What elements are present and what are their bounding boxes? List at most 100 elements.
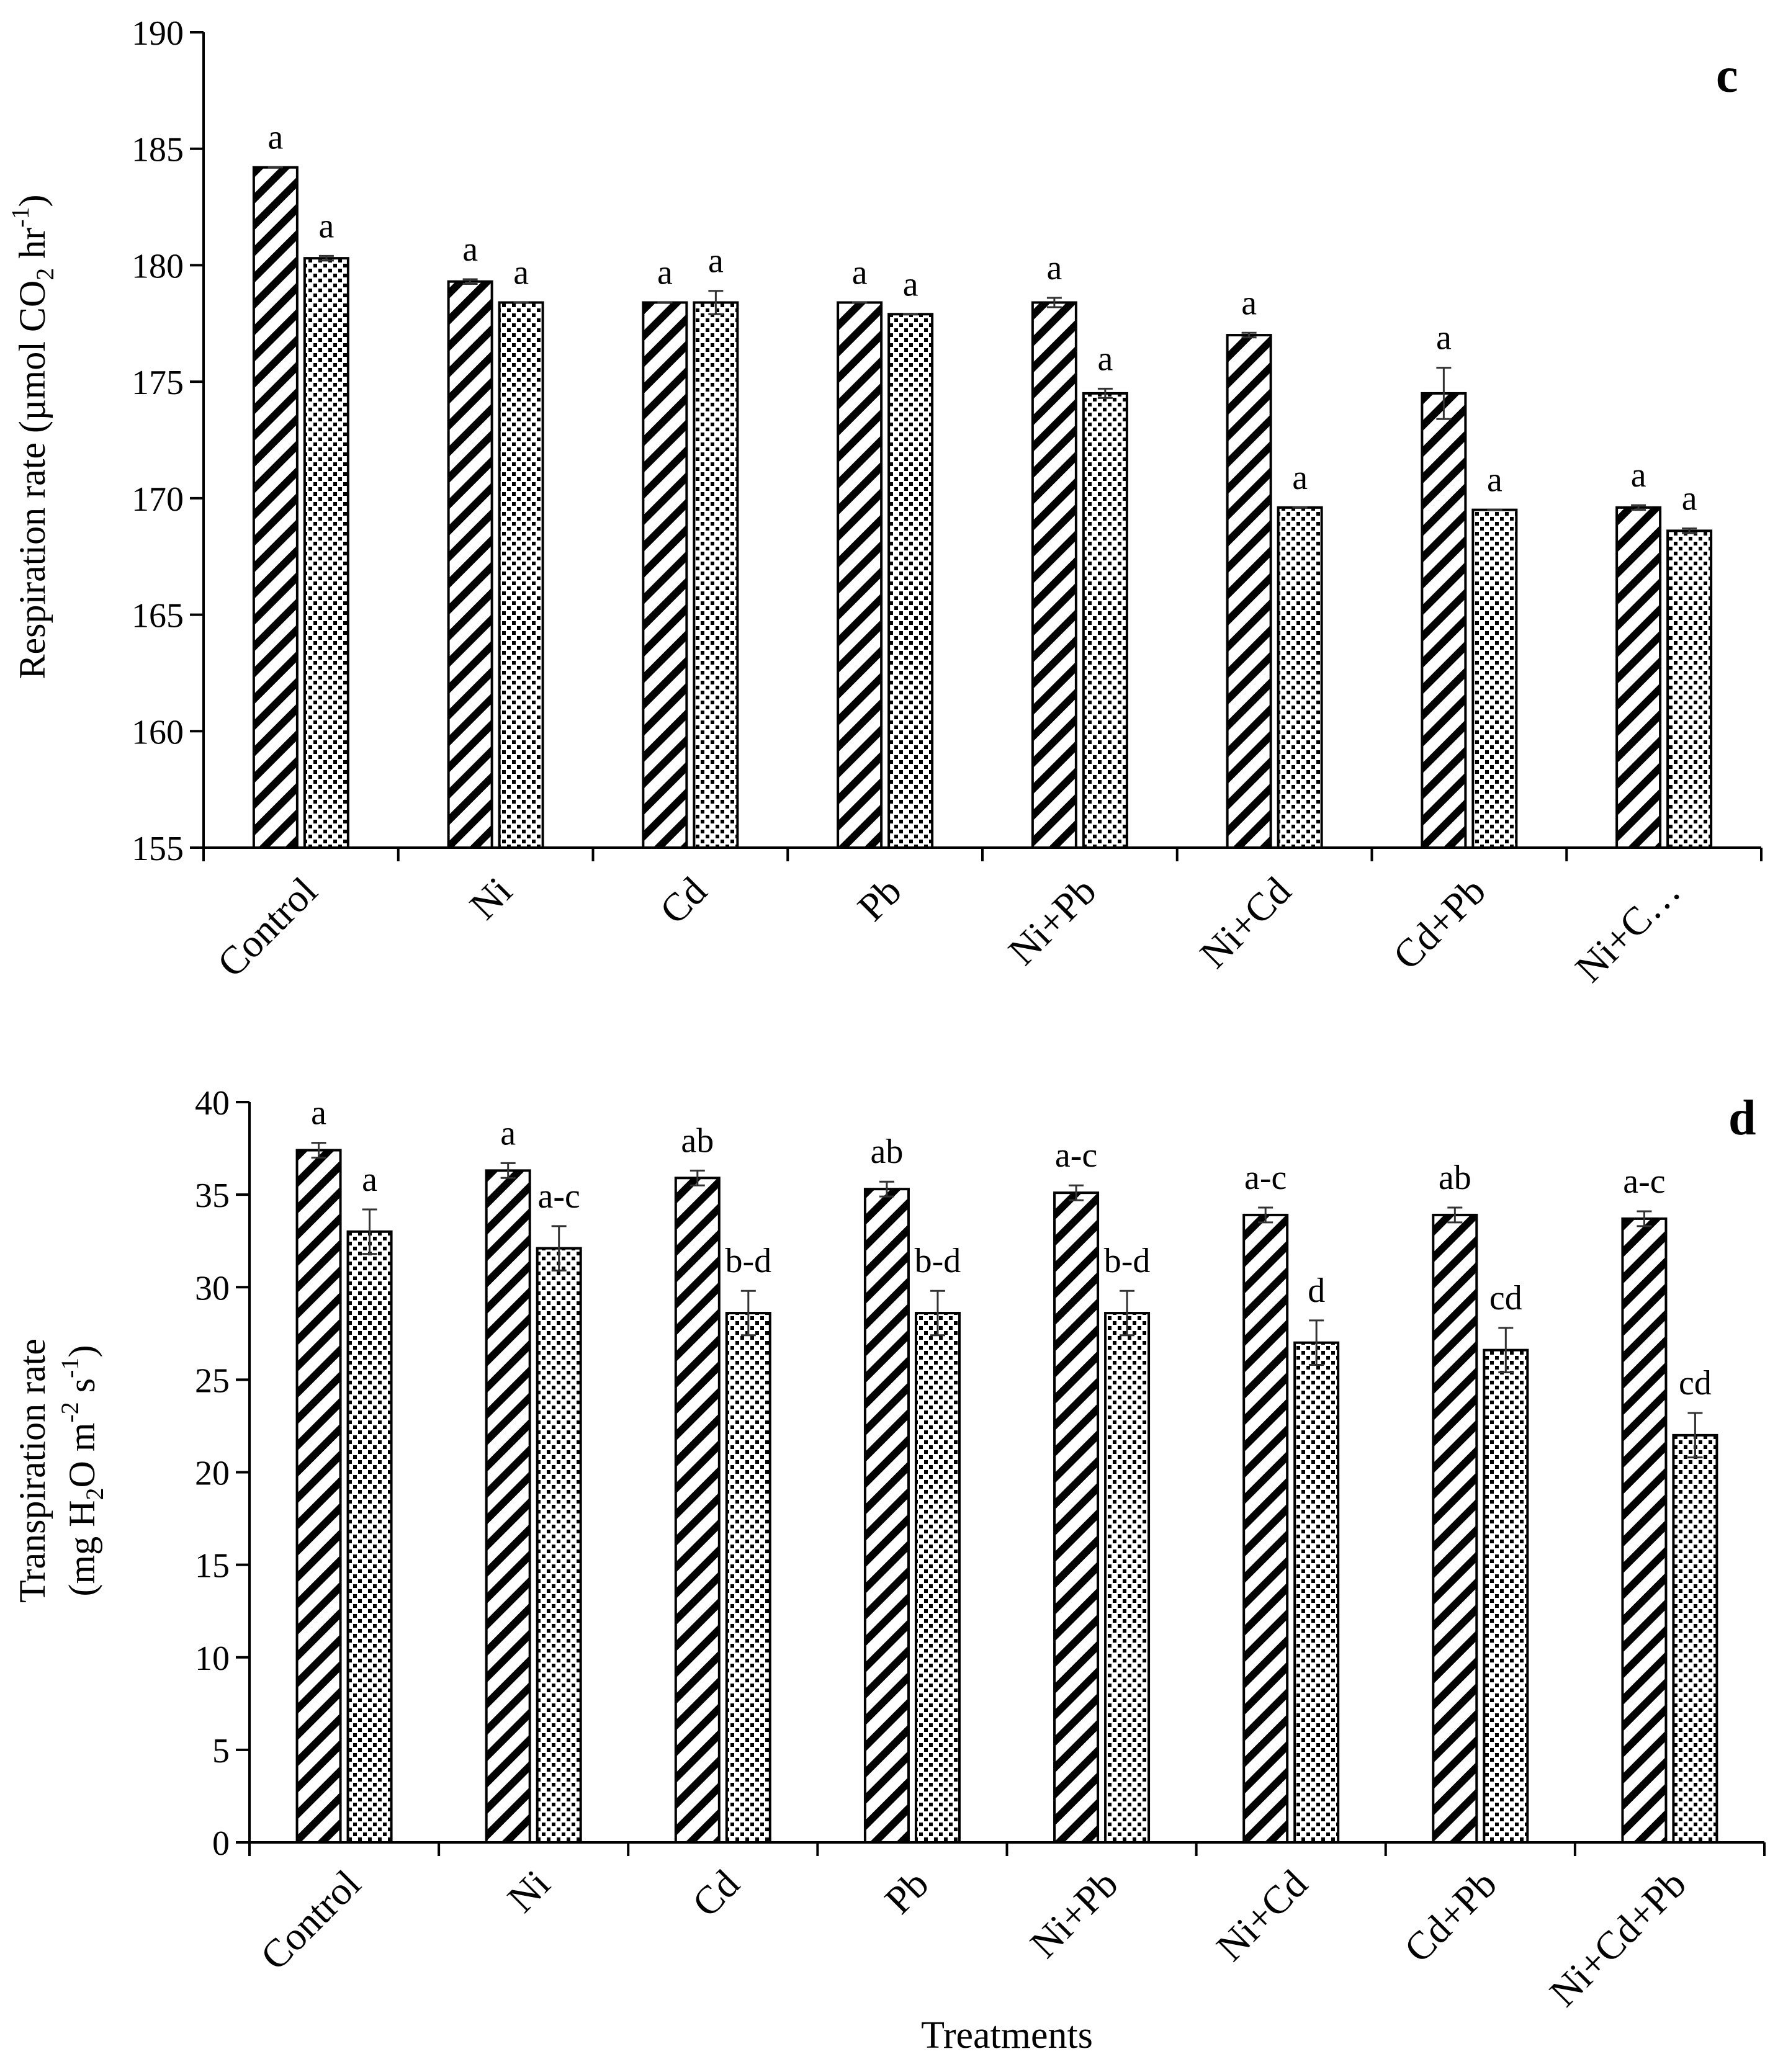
significance-label: a <box>1097 339 1113 378</box>
bar <box>295 1149 342 1844</box>
y-tick-label: 25 <box>195 1361 230 1400</box>
y-tick-label: 185 <box>132 131 184 169</box>
significance-label: cd <box>1679 1364 1712 1402</box>
bar <box>447 280 493 849</box>
y-tick-label: 190 <box>132 14 184 53</box>
significance-label: b-d <box>915 1242 961 1280</box>
significance-label: a <box>513 253 529 292</box>
x-tick-label: Pb <box>876 1862 937 1922</box>
significance-label: ab <box>871 1132 904 1171</box>
significance-label: a <box>462 230 478 269</box>
y-tick-label: 40 <box>195 1084 230 1123</box>
x-tick-label: Ni+Pb <box>1022 1862 1126 1967</box>
bar <box>642 301 688 849</box>
bar <box>1031 301 1077 849</box>
y-axis-unit: (mg H2O m-2 s-1) <box>56 1345 109 1597</box>
significance-label: a-c <box>1244 1159 1287 1197</box>
significance-label: a <box>852 253 868 292</box>
x-tick-label: Control <box>209 869 325 985</box>
significance-label: ab <box>1439 1159 1471 1197</box>
x-tick-label: Cd <box>684 1862 748 1926</box>
bar <box>725 1312 771 1844</box>
panel-letter: c <box>1716 48 1738 103</box>
significance-label: a <box>708 242 724 280</box>
bar <box>863 1188 910 1844</box>
significance-label: a <box>311 1094 326 1132</box>
bar <box>485 1169 531 1844</box>
bar <box>1621 1217 1668 1844</box>
bar <box>1471 508 1518 849</box>
bar <box>693 301 739 849</box>
significance-label: a <box>318 207 334 245</box>
y-tick-label: 5 <box>212 1732 230 1770</box>
y-tick-label: 15 <box>195 1547 230 1585</box>
x-tick-label: Control <box>252 1862 369 1978</box>
bar <box>498 301 544 849</box>
y-tick-label: 155 <box>132 830 184 868</box>
y-tick-label: 180 <box>132 247 184 285</box>
x-tick-label: Ni+Cd <box>1208 1862 1316 1970</box>
significance-label: a <box>657 253 673 292</box>
bar <box>1666 529 1713 849</box>
bar <box>1104 1312 1151 1844</box>
bar <box>303 257 349 849</box>
x-tick-label: Ni <box>461 869 520 928</box>
significance-label: d <box>1308 1271 1325 1310</box>
significance-label: cd <box>1489 1279 1522 1317</box>
significance-label: a <box>362 1160 377 1199</box>
y-tick-label: 0 <box>212 1824 230 1863</box>
bar <box>536 1247 582 1844</box>
bar <box>1483 1348 1529 1844</box>
bar <box>252 166 299 850</box>
significance-label: a <box>903 265 918 303</box>
significance-label: a <box>1487 461 1502 500</box>
y-tick-label: 10 <box>195 1639 230 1678</box>
bar <box>1421 392 1467 849</box>
y-axis-label: Transpiration rate <box>12 1339 53 1603</box>
bar <box>1242 1213 1289 1844</box>
significance-label: a <box>267 119 283 157</box>
significance-label: b-d <box>1104 1242 1151 1280</box>
significance-label: a <box>1436 319 1452 357</box>
significance-label: a <box>500 1114 516 1152</box>
bar <box>837 301 883 849</box>
significance-label: a-c <box>1055 1136 1097 1175</box>
significance-label: a <box>1682 480 1697 518</box>
x-tick-label: Ni+Pb <box>1000 869 1105 974</box>
x-tick-label: Pb <box>849 869 910 930</box>
x-tick-label: Cd+Pb <box>1396 1862 1505 1971</box>
significance-label: b-d <box>725 1242 771 1280</box>
significance-label: ab <box>681 1121 714 1160</box>
significance-label: a <box>1631 456 1646 495</box>
x-tick-label: Ni <box>499 1862 558 1921</box>
bar <box>1293 1341 1340 1844</box>
y-tick-label: 160 <box>132 713 184 751</box>
bar <box>1082 392 1128 849</box>
bar <box>1432 1213 1478 1844</box>
bar <box>1672 1433 1718 1844</box>
x-tick-label: Ni+Cd <box>1192 869 1300 977</box>
y-tick-label: 170 <box>132 480 184 519</box>
panel-letter: d <box>1728 1091 1756 1146</box>
significance-label: a <box>1241 284 1257 322</box>
y-tick-label: 20 <box>195 1455 230 1493</box>
bar <box>346 1230 393 1844</box>
y-axis-label: Respiration rate (µmol CO2 hr-1) <box>6 194 59 679</box>
bar <box>1615 506 1662 849</box>
bar <box>674 1177 721 1844</box>
y-tick-label: 165 <box>132 597 184 635</box>
bar <box>1277 506 1323 849</box>
y-tick-label: 35 <box>195 1177 230 1215</box>
bar <box>1053 1191 1100 1844</box>
significance-label: a <box>1292 459 1308 497</box>
significance-label: a <box>1046 249 1062 287</box>
x-tick-label: Cd+Pb <box>1385 869 1494 978</box>
significance-label: a-c <box>538 1177 580 1216</box>
x-tick-label: Ni+Cd+Pb <box>1541 1862 1694 2015</box>
y-tick-label: 30 <box>195 1269 230 1307</box>
x-tick-label: Cd <box>651 869 715 933</box>
x-tick-label: Ni+C… <box>1567 869 1689 990</box>
